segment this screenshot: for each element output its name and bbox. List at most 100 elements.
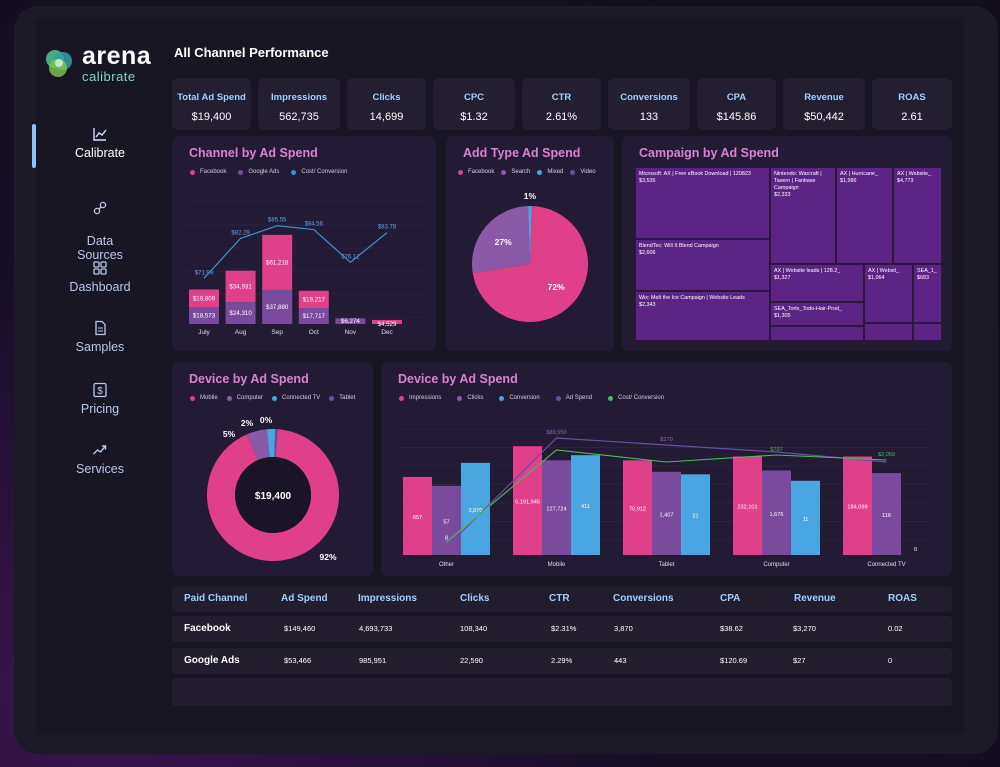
bar-impressions: [843, 456, 872, 555]
nav-item-pricing[interactable]: $ Pricing: [36, 382, 164, 416]
treemap-cell[interactable]: AX | Hurricane_ $1,986: [836, 167, 893, 264]
kpi-value: $50,442: [804, 111, 844, 123]
treemap-cell-name: BlendTec: Will It Blend Campaign: [639, 243, 719, 249]
table-cell: 2.29%: [551, 656, 573, 665]
channel-chart-panel: Channel by Ad Spend Facebook Google Ads …: [172, 136, 436, 351]
bar-google-ads: [335, 318, 366, 324]
x-tick-label: Mobile: [548, 562, 566, 568]
column-header[interactable]: Paid Channel: [184, 593, 248, 604]
table-cell: 22,590: [460, 656, 483, 665]
treemap-cell[interactable]: [770, 326, 864, 341]
treemap-cell[interactable]: Nintendo: Warcraft | Tavern | Fanbase Ca…: [770, 167, 836, 264]
x-tick-label: Aug: [235, 329, 247, 336]
x-tick-label: Other: [439, 562, 454, 568]
legend-dot: [501, 169, 507, 175]
bar-facebook: [262, 234, 293, 290]
cost-conversion-line: [446, 449, 887, 543]
line-label: $2,059: [878, 452, 895, 458]
bar-label: 1,676: [770, 512, 784, 518]
table-cell: 985,951: [359, 656, 387, 665]
legend-dot: [570, 169, 576, 175]
pie-slice-search: [472, 206, 530, 274]
table-cell: 443: [614, 656, 627, 665]
treemap-cell[interactable]: [864, 323, 913, 341]
table-header: Paid Channel Ad Spend Impressions Clicks…: [172, 586, 952, 612]
bar-label: 0: [914, 547, 917, 553]
treemap-cell[interactable]: SEA_1_ $683: [913, 264, 942, 323]
column-header[interactable]: Clicks: [460, 593, 490, 604]
nav-item-calibrate[interactable]: Calibrate: [36, 126, 164, 160]
treemap-cell-name: AX | Hurricane_: [840, 171, 878, 177]
bar-clicks: [762, 470, 791, 555]
treemap-cell-name: SEA_Tortx_Todo-Hair-Prod_: [774, 306, 843, 312]
column-header[interactable]: Conversions: [613, 593, 674, 604]
bar-google-ads: [262, 289, 293, 324]
treemap-cell[interactable]: AX | Websit_ $1,064: [864, 264, 913, 323]
svg-text:$: $: [97, 386, 103, 397]
legend-label: Clicks: [467, 395, 484, 401]
bar-label: 232,101: [737, 505, 757, 511]
chart-legend: Facebook Search Mixed Video: [458, 169, 596, 175]
bar-label: $24,310: [229, 310, 252, 317]
legend-label: Mobile: [200, 395, 218, 401]
table-cell: 4,693,733: [359, 624, 393, 633]
nav-label: Services: [76, 462, 124, 476]
nav-active-indicator: [32, 124, 36, 168]
treemap-cell[interactable]: AX | Website leads | 128.2_ $1,327: [770, 264, 864, 302]
bar-facebook: [372, 319, 402, 324]
bar-label: $37,880: [266, 304, 289, 311]
bar-label: 11: [803, 517, 809, 523]
treemap-cell[interactable]: AX | Website_ $4,773: [893, 167, 942, 264]
bar-impressions: [513, 446, 542, 555]
kpi-card: Revenue $50,442: [783, 78, 865, 130]
treemap-cell[interactable]: BlendTec: Will It Blend Campaign $2,606: [635, 239, 770, 291]
nav-item-data-sources[interactable]: Data Sources: [36, 186, 164, 262]
bar-label: $19,217: [303, 296, 326, 303]
bar-label: 3,870: [469, 508, 483, 514]
table-cell: $3,270: [793, 624, 816, 633]
treemap-cell-value: $1,305: [774, 313, 791, 319]
nav-item-samples[interactable]: Samples: [36, 320, 164, 354]
legend-label: Conversion: [509, 395, 540, 401]
column-header[interactable]: CTR: [549, 593, 570, 604]
kpi-card: CPA $145.86: [697, 78, 776, 130]
nav-item-services[interactable]: Services: [36, 442, 164, 476]
logo[interactable]: arena calibrate: [42, 44, 151, 83]
treemap-cell[interactable]: [913, 323, 942, 341]
bar-label: 8: [445, 535, 448, 541]
logo-main-text: arena: [82, 42, 152, 70]
treemap-cell-name: AX | Website_: [897, 171, 931, 177]
nav-item-dashboard[interactable]: Dashboard: [36, 260, 164, 294]
column-header[interactable]: CPA: [720, 593, 741, 604]
adtype-chart-panel: Add Type Ad Spend Facebook Search Mixed …: [446, 136, 614, 351]
document-icon: [95, 320, 106, 336]
logo-sub-text: calibrate: [82, 69, 136, 84]
column-header[interactable]: Revenue: [794, 593, 836, 604]
channel-bar-chart: $18,573 $19,809 July $71.99 $24,310 $34,931 Au…: [186, 201, 424, 336]
kpi-value: $19,400: [191, 111, 232, 123]
bar-label: $61,218: [266, 259, 289, 266]
kpi-row: Total Ad Spend $19,400 Impressions 562,735…: [172, 78, 952, 130]
treemap-cell[interactable]: Wix: Melt the Ice Campaign | Website Lea…: [635, 291, 770, 341]
table-row[interactable]: Facebook $149,460 4,693,733 108,340 $2.3…: [172, 616, 952, 642]
treemap-cell-name: AX | Websit_: [868, 268, 899, 274]
column-header[interactable]: Impressions: [358, 593, 417, 604]
pie-slice-mixed: [528, 206, 532, 264]
treemap-cell[interactable]: SEA_Tortx_Todo-Hair-Prod_ $1,305: [770, 302, 864, 326]
kpi-value: $1.32: [460, 111, 488, 123]
treemap-cell[interactable]: Microsoft: AX | Free eBook Download | 12…: [635, 167, 770, 239]
legend-label: Tablet: [339, 395, 356, 401]
kpi-label: Clicks: [372, 92, 401, 103]
line-label: $84.56: [305, 222, 324, 228]
kpi-card: ROAS 2.61: [872, 78, 952, 130]
column-header[interactable]: Ad Spend: [281, 593, 328, 604]
legend-dot: [190, 169, 195, 175]
bar-impressions: [733, 456, 762, 555]
column-header[interactable]: ROAS: [888, 593, 917, 604]
bar-label: 411: [581, 504, 590, 510]
pie-label: 72%: [548, 282, 565, 292]
table-row-empty: [172, 678, 952, 706]
kpi-label: Revenue: [804, 92, 844, 103]
donut-label: 5%: [223, 429, 236, 439]
table-row[interactable]: Google Ads $53,466 985,951 22,590 2.29% …: [172, 648, 952, 674]
